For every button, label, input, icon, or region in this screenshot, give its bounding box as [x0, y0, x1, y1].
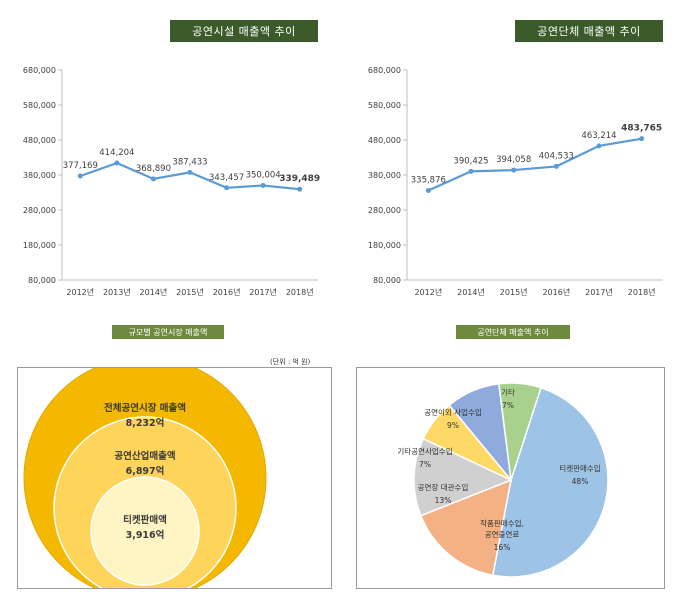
facility-point	[224, 185, 230, 191]
facility-x-tick-label: 2013년	[103, 287, 131, 297]
troupe-y-tick-label: 280,000	[368, 206, 401, 215]
pie-slice	[491, 386, 609, 578]
troupe-y-tick-label: 80,000	[373, 276, 401, 285]
facility-point	[297, 186, 303, 192]
facility-y-tick-label: 580,000	[23, 101, 56, 110]
circle-3	[90, 476, 200, 586]
troupe-point	[468, 168, 474, 174]
facility-x-tick-label: 2014년	[140, 287, 168, 297]
troupe-x-tick-label: 2015년	[500, 287, 528, 297]
troupe-data-label: 335,876	[411, 175, 446, 185]
pie-slice-percent: 7%	[502, 401, 514, 410]
facility-data-label: 350,004	[246, 170, 281, 180]
facility-y-tick-label: 180,000	[23, 241, 56, 250]
facility-point	[260, 182, 266, 188]
pie-slice-label: 기타	[501, 388, 515, 397]
troupe-series-line	[427, 137, 642, 192]
troupe-y-tick-label: 480,000	[368, 136, 401, 145]
pie-slice-label: 작품판매수입,	[480, 518, 524, 528]
facility-point	[114, 160, 120, 166]
troupe-y-tick-label: 180,000	[368, 241, 401, 250]
circle-label-1: 전체공연시장 매출액	[104, 402, 186, 414]
pie-slice-label: 티켓판매수입	[559, 463, 600, 473]
circle-value-2: 6,897억	[126, 465, 165, 477]
troupe-point	[511, 167, 517, 173]
facility-x-tick-label: 2018년	[286, 287, 314, 297]
troupe-x-tick-label: 2018년	[628, 287, 656, 297]
pie-slice-percent: 16%	[494, 543, 511, 552]
troupe-point	[553, 163, 559, 169]
troupe-x-tick-label: 2014년	[457, 287, 485, 297]
troupe-data-label: 463,214	[581, 131, 616, 141]
troupe-y-tick-label: 580,000	[368, 101, 401, 110]
troupe-point	[639, 136, 645, 142]
line-chart-facility: 80,000 180,000 280,000 380,000 480,000 580,00…	[23, 66, 320, 297]
facility-data-label: 343,457	[209, 173, 244, 183]
facility-data-label: 414,204	[99, 148, 134, 158]
facility-x-tick-label: 2015년	[176, 287, 204, 297]
troupe-data-label: 390,425	[453, 156, 488, 166]
facility-data-label: 339,489	[279, 174, 320, 184]
chart3-title: 규모별 공연시장 매출액	[112, 325, 224, 339]
pie-chart: 티켓판매수입 48% 작품판매수입,공연출연료 16% 공연장 대관수입 13% 기타공연사…	[397, 382, 609, 578]
facility-x-tick-label: 2012년	[66, 287, 94, 297]
troupe-data-label: 483,765	[621, 124, 662, 134]
facility-point	[150, 176, 156, 182]
facility-x-tick-label: 2016년	[213, 287, 241, 297]
facility-point	[77, 173, 83, 179]
facility-y-tick-label: 80,000	[28, 276, 56, 285]
pie-slice-label: 공연장 대관수입	[418, 482, 469, 492]
troupe-x-tick-label: 2016년	[542, 287, 570, 297]
pie-slice-percent: 7%	[419, 460, 431, 469]
facility-y-tick-label: 680,000	[23, 66, 56, 75]
troupe-data-label: 394,058	[496, 155, 531, 165]
circle-label-2: 공연산업매출액	[114, 450, 175, 462]
pie-slice-label: 공연출연료	[485, 529, 520, 539]
pie-slice-label: 기타공연사업수입	[397, 447, 452, 456]
troupe-x-tick-label: 2012년	[414, 287, 442, 297]
pie-slice-percent: 48%	[572, 477, 589, 486]
facility-y-tick-label: 380,000	[23, 171, 56, 180]
pie-slice	[419, 478, 512, 577]
unit-note: (단위 : 억 원)	[270, 358, 311, 366]
facility-x-tick-label: 2017년	[249, 287, 277, 297]
circle-label-3: 티켓판매액	[123, 514, 167, 526]
line-chart-troupe: 80,000 180,000 280,000 380,000 480,000 580,00…	[368, 66, 663, 297]
troupe-y-tick-label: 680,000	[368, 66, 401, 75]
chart2-title: 공연단체 매출액 추이	[515, 20, 663, 42]
troupe-x-tick-label: 2017년	[585, 287, 613, 297]
pie-panel: 티켓판매수입 48% 작품판매수입, 공연출연료 16% 공연장 대관수입 13% 기타공연사…	[356, 367, 665, 589]
facility-data-label: 377,169	[63, 161, 98, 171]
troupe-y-tick-label: 380,000	[368, 171, 401, 180]
facility-y-tick-label: 480,000	[23, 136, 56, 145]
chart4-title: 공연단체 매출액 추이	[456, 325, 570, 339]
pie-slice-label: 공연이외 사업수입	[424, 407, 482, 417]
pie-slice-percent: 13%	[435, 496, 452, 505]
troupe-point	[596, 143, 602, 149]
chart1-title: 공연시설 매출액 추이	[170, 20, 318, 42]
facility-y-tick-label: 280,000	[23, 206, 56, 215]
circle-value-3: 3,916억	[126, 529, 165, 541]
pie-slice	[413, 437, 513, 517]
pie-slice	[498, 382, 542, 481]
circle-value-1: 8,232억	[126, 417, 165, 429]
facility-data-label: 387,433	[172, 157, 207, 167]
troupe-data-label: 404,533	[539, 151, 574, 161]
troupe-point	[425, 187, 431, 193]
facility-data-label: 368,890	[136, 164, 171, 174]
facility-point	[187, 169, 193, 175]
pie-slice-percent: 9%	[447, 421, 459, 430]
